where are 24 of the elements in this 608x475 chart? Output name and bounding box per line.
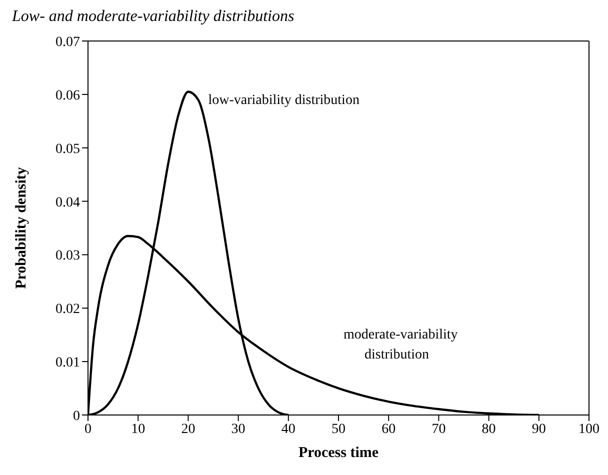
y-tick-label: 0 <box>73 408 80 424</box>
y-tick-label: 0.03 <box>56 248 80 264</box>
x-tick-label: 60 <box>382 422 396 437</box>
y-tick-label: 0.01 <box>56 356 80 371</box>
x-tick-label: 100 <box>578 422 600 437</box>
x-tick-label: 90 <box>532 422 546 437</box>
x-tick-label: 10 <box>131 422 146 437</box>
x-tick-label: 50 <box>332 422 346 437</box>
y-tick-label: 0.02 <box>56 302 80 318</box>
series-label: moderate-variability distribution <box>344 327 458 362</box>
x-tick-label: 80 <box>482 422 496 437</box>
y-tick-label: 0.07 <box>56 34 80 50</box>
y-axis-title: Probability density <box>13 166 30 289</box>
series-label: low-variability distribution <box>208 92 360 108</box>
x-tick-label: 0 <box>84 422 92 437</box>
y-tick-label: 0.05 <box>56 142 80 157</box>
y-tick-label: 0.04 <box>56 195 80 210</box>
x-tick-label: 40 <box>281 422 296 437</box>
y-tick-label: 0.06 <box>56 88 80 104</box>
x-tick-label: 70 <box>432 422 446 437</box>
chart-title: Low- and moderate-variability distributions <box>10 8 296 27</box>
x-tick-label: 20 <box>181 422 196 437</box>
x-axis-title: Process time <box>298 445 379 461</box>
x-tick-label: 30 <box>231 422 246 437</box>
